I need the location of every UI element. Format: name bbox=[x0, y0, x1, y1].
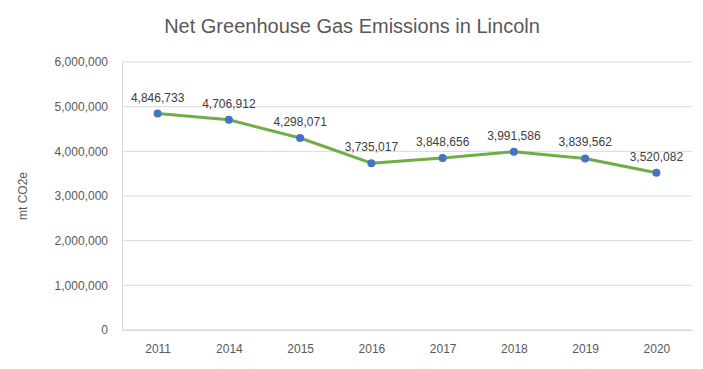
y-tick: 2,000,000 bbox=[55, 234, 122, 248]
x-tick: 2016 bbox=[359, 330, 386, 356]
plot: 0 1,000,000 2,000,000 3,000,000 4,000,000 5,0… bbox=[55, 55, 693, 355]
x-tick: 2014 bbox=[216, 330, 243, 356]
marker bbox=[652, 169, 660, 177]
chart: 0 1,000,000 2,000,000 3,000,000 4,000,000 5,0… bbox=[0, 0, 703, 369]
data-label: 3,735,017 bbox=[345, 140, 399, 154]
x-tick: 2015 bbox=[287, 330, 314, 356]
data-label: 3,839,562 bbox=[558, 135, 612, 149]
x-tick-label: 2016 bbox=[359, 342, 386, 356]
x-axis: 2011 2014 2015 2016 2017 2018 2019 2020 bbox=[123, 330, 693, 356]
x-tick-label: 2019 bbox=[572, 342, 599, 356]
data-label: 3,991,586 bbox=[487, 129, 541, 143]
marker bbox=[225, 116, 233, 124]
x-tick: 2017 bbox=[430, 330, 457, 356]
x-tick: 2018 bbox=[501, 330, 528, 356]
grid-line bbox=[122, 151, 692, 152]
y-tick-label: 3,000,000 bbox=[55, 189, 109, 203]
grid-line bbox=[122, 330, 692, 331]
y-tick-label: 0 bbox=[101, 323, 108, 337]
x-tick-label: 2018 bbox=[501, 342, 528, 356]
marker bbox=[581, 154, 589, 162]
marker bbox=[154, 110, 162, 118]
line bbox=[158, 114, 657, 173]
y-tick-label: 5,000,000 bbox=[55, 100, 109, 114]
marker bbox=[367, 159, 375, 167]
marks bbox=[154, 110, 661, 177]
y-tick: 6,000,000 bbox=[55, 55, 122, 69]
marker bbox=[296, 134, 304, 142]
x-tick: 2011 bbox=[145, 330, 171, 356]
y-tick-label: 6,000,000 bbox=[55, 55, 109, 69]
marker bbox=[510, 148, 518, 156]
y-tick-label: 2,000,000 bbox=[55, 234, 109, 248]
title: Net Greenhouse Gas Emissions in Lincoln bbox=[164, 15, 540, 37]
grid-line bbox=[122, 62, 692, 63]
y-tick: 5,000,000 bbox=[55, 100, 122, 114]
grid bbox=[122, 62, 692, 330]
x-tick-label: 2020 bbox=[644, 342, 671, 356]
marker bbox=[439, 154, 447, 162]
data-labels: 4,846,733 4,706,912 4,298,071 3,735,017 3,84… bbox=[131, 91, 683, 164]
x-tick-label: 2017 bbox=[430, 342, 457, 356]
x-tick-label: 2011 bbox=[145, 342, 171, 356]
grid-line bbox=[122, 240, 692, 241]
data-label: 3,848,656 bbox=[416, 135, 470, 149]
y-axis-line bbox=[122, 63, 123, 331]
data-label: 4,706,912 bbox=[202, 97, 256, 111]
y-tick: 4,000,000 bbox=[55, 145, 122, 159]
y-tick-label: 1,000,000 bbox=[55, 279, 109, 293]
x-tick-label: 2014 bbox=[216, 342, 243, 356]
x-tick: 2019 bbox=[572, 330, 599, 356]
y-axis: 0 1,000,000 2,000,000 3,000,000 4,000,000 5,0… bbox=[55, 55, 123, 337]
y-tick-label: 4,000,000 bbox=[55, 145, 109, 159]
y-tick: 0 bbox=[101, 323, 122, 337]
x-axis-line bbox=[123, 330, 693, 331]
y-axis-title: mt CO2e bbox=[16, 172, 30, 220]
data-label: 4,298,071 bbox=[273, 115, 327, 129]
y-tick: 1,000,000 bbox=[55, 279, 122, 293]
data-label: 3,520,082 bbox=[630, 150, 684, 164]
grid-line bbox=[122, 196, 692, 197]
x-tick-label: 2015 bbox=[287, 342, 314, 356]
y-tick: 3,000,000 bbox=[55, 189, 122, 203]
x-tick: 2020 bbox=[644, 330, 671, 356]
grid-line bbox=[122, 285, 692, 286]
data-label: 4,846,733 bbox=[131, 91, 185, 105]
